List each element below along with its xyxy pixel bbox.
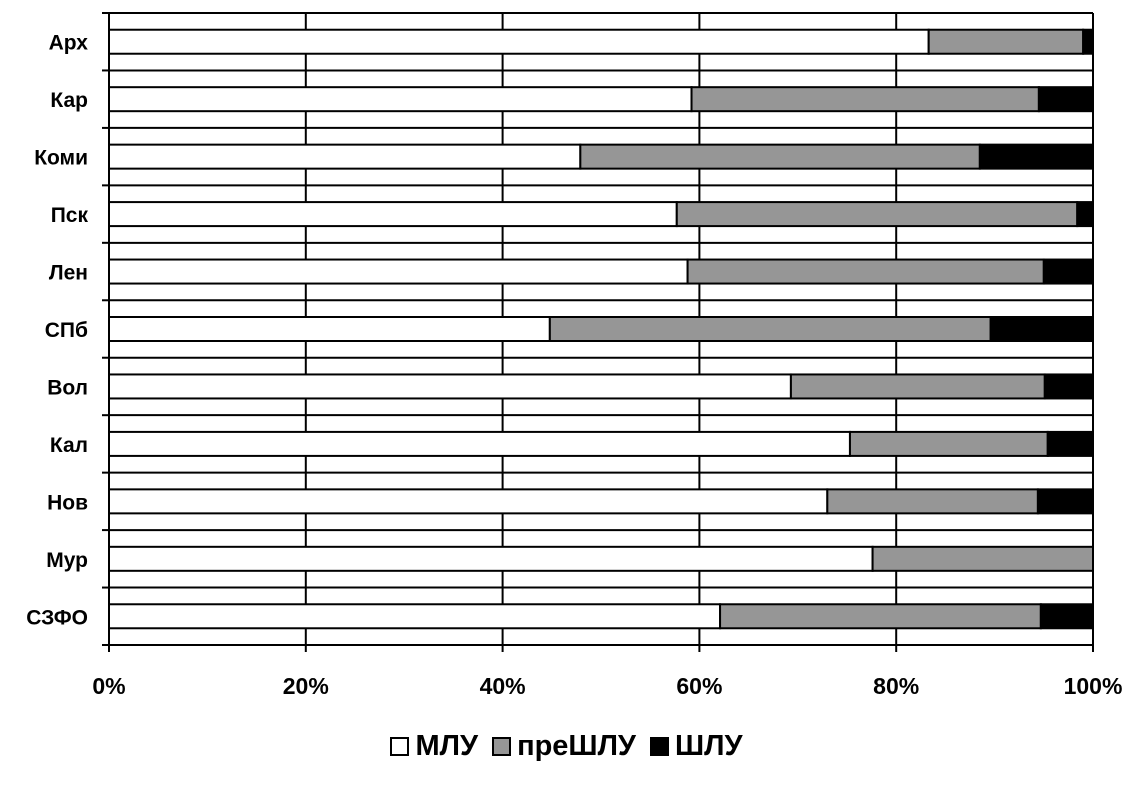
bar-mlu [108, 545, 874, 572]
bar-mlu [108, 316, 551, 342]
bar-preshlu [579, 143, 981, 170]
legend-swatch-mlu [390, 737, 410, 756]
category-label: Коми [34, 147, 88, 170]
category-labels: Арх Кар Коми Пск Лен СПб Вол Кал Нов Мур СЗФО [26, 32, 88, 630]
bar-mlu [108, 430, 851, 457]
x-tick-label: 80% [873, 673, 919, 699]
bar-mlu [108, 373, 792, 400]
x-tick-label: 0% [92, 673, 125, 699]
bar-group [108, 28, 1095, 630]
bar-preshlu [675, 201, 1079, 228]
category-label: Кал [50, 434, 88, 457]
bar-mlu [108, 488, 829, 515]
bar-shlu [989, 316, 1094, 342]
x-tick-label: 20% [283, 673, 329, 699]
bar-preshlu [719, 603, 1042, 630]
bar-shlu [1039, 603, 1095, 630]
stacked-bar-chart: Арх Кар Коми Пск Лен СПб Вол Кал Нов Мур СЗФО 0% 20… [26, 12, 1122, 699]
category-label: Мур [46, 549, 88, 572]
bar-shlu [978, 143, 1095, 170]
legend: МЛУ преШЛУ ШЛУ [0, 730, 1133, 764]
category-label: Пск [51, 204, 89, 227]
legend-item-preshlu: преШЛУ [492, 730, 636, 763]
axes [102, 12, 1094, 652]
legend-label-preshlu: преШЛУ [517, 730, 636, 762]
x-tick-labels: 0% 20% 40% 60% 80% 100% [92, 673, 1122, 699]
bar-mlu [108, 86, 693, 113]
bar-mlu [108, 258, 689, 285]
x-tick-label: 60% [676, 673, 722, 699]
bar-preshlu [871, 545, 1094, 572]
legend-swatch-shlu [650, 737, 670, 756]
bar-mlu [108, 603, 722, 630]
bar-preshlu [826, 488, 1039, 515]
bar-mlu [108, 28, 930, 55]
category-label: Вол [47, 376, 88, 399]
legend-item-shlu: ШЛУ [650, 730, 743, 763]
bar-preshlu [686, 258, 1045, 285]
category-label: Лен [49, 262, 88, 285]
x-tick-label: 100% [1064, 673, 1123, 699]
legend-label-mlu: МЛУ [415, 730, 478, 762]
category-label: СПб [45, 319, 88, 342]
category-label: Нов [47, 491, 88, 514]
bar-shlu [1046, 430, 1094, 457]
x-tick-label: 40% [480, 673, 526, 699]
legend-swatch-preshlu [492, 737, 512, 756]
bar-shlu [1037, 86, 1095, 113]
category-label: Арх [49, 32, 89, 55]
legend-label-shlu: ШЛУ [675, 730, 743, 762]
bar-shlu [1042, 258, 1095, 285]
bar-preshlu [789, 373, 1046, 400]
bar-shlu [1036, 488, 1094, 515]
bar-shlu [1076, 201, 1094, 228]
bar-preshlu [927, 28, 1085, 55]
legend-item-mlu: МЛУ [390, 730, 478, 763]
bar-mlu [108, 143, 582, 170]
bar-shlu [1043, 373, 1095, 400]
bar-preshlu [848, 430, 1049, 457]
bar-shlu [1082, 28, 1095, 55]
category-label: СЗФО [26, 606, 88, 629]
bar-preshlu [690, 86, 1040, 113]
category-label: Кар [50, 89, 88, 112]
bar-preshlu [548, 316, 992, 342]
bar-mlu [108, 201, 678, 228]
